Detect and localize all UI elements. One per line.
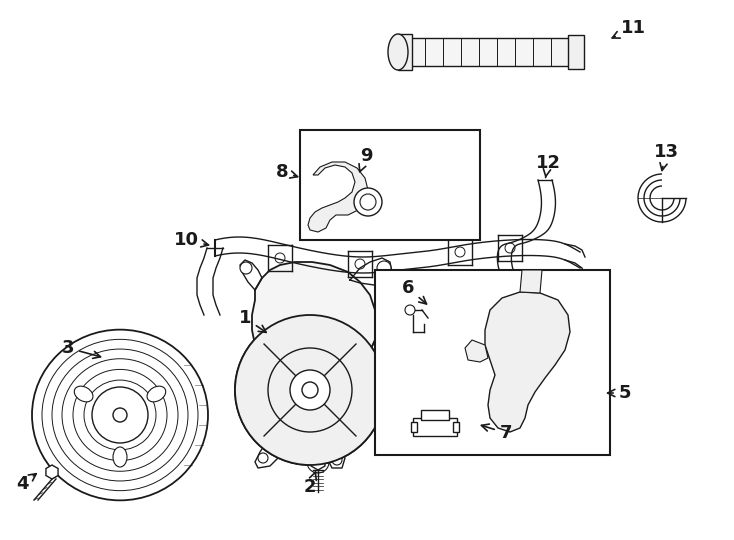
Polygon shape [308,162,368,232]
Bar [410,38,570,66]
Circle shape [302,382,318,398]
Polygon shape [465,340,488,362]
Circle shape [401,396,415,410]
Text: 11: 11 [612,19,645,38]
Circle shape [290,370,330,410]
Bar [375,270,610,455]
Polygon shape [311,454,325,470]
Circle shape [360,194,376,210]
Ellipse shape [113,447,127,467]
Circle shape [403,311,417,325]
Bar [453,422,459,432]
Circle shape [302,382,318,398]
Circle shape [505,243,515,253]
Bar [398,34,412,70]
Text: 13: 13 [653,143,678,171]
Circle shape [375,353,389,367]
Text: 10: 10 [173,231,208,249]
Text: 6: 6 [401,279,426,304]
Circle shape [405,305,415,315]
Circle shape [258,453,268,463]
Polygon shape [520,270,542,293]
Bar [413,418,457,436]
Polygon shape [252,262,378,380]
Text: 4: 4 [15,474,36,493]
Ellipse shape [74,386,93,402]
Text: 3: 3 [62,339,101,359]
Circle shape [235,315,385,465]
Text: 8: 8 [276,163,297,181]
Circle shape [377,261,391,275]
Circle shape [355,259,365,269]
Text: 12: 12 [536,154,561,178]
Circle shape [290,370,330,410]
Text: 1: 1 [239,309,266,333]
Text: 5: 5 [608,384,631,402]
Ellipse shape [147,386,166,402]
Bar [411,422,417,432]
Circle shape [240,262,252,274]
Text: 9: 9 [359,147,372,172]
Circle shape [354,188,382,216]
Text: 2: 2 [304,472,316,496]
Circle shape [113,408,127,422]
Bar [300,130,480,240]
Bar [568,35,584,69]
Circle shape [275,253,285,263]
Ellipse shape [92,387,148,443]
Circle shape [332,455,342,465]
Bar [421,410,449,420]
Circle shape [235,315,385,465]
Circle shape [455,247,465,257]
Polygon shape [46,465,58,479]
Text: 7: 7 [482,424,512,442]
Polygon shape [485,292,570,432]
Ellipse shape [388,34,408,70]
